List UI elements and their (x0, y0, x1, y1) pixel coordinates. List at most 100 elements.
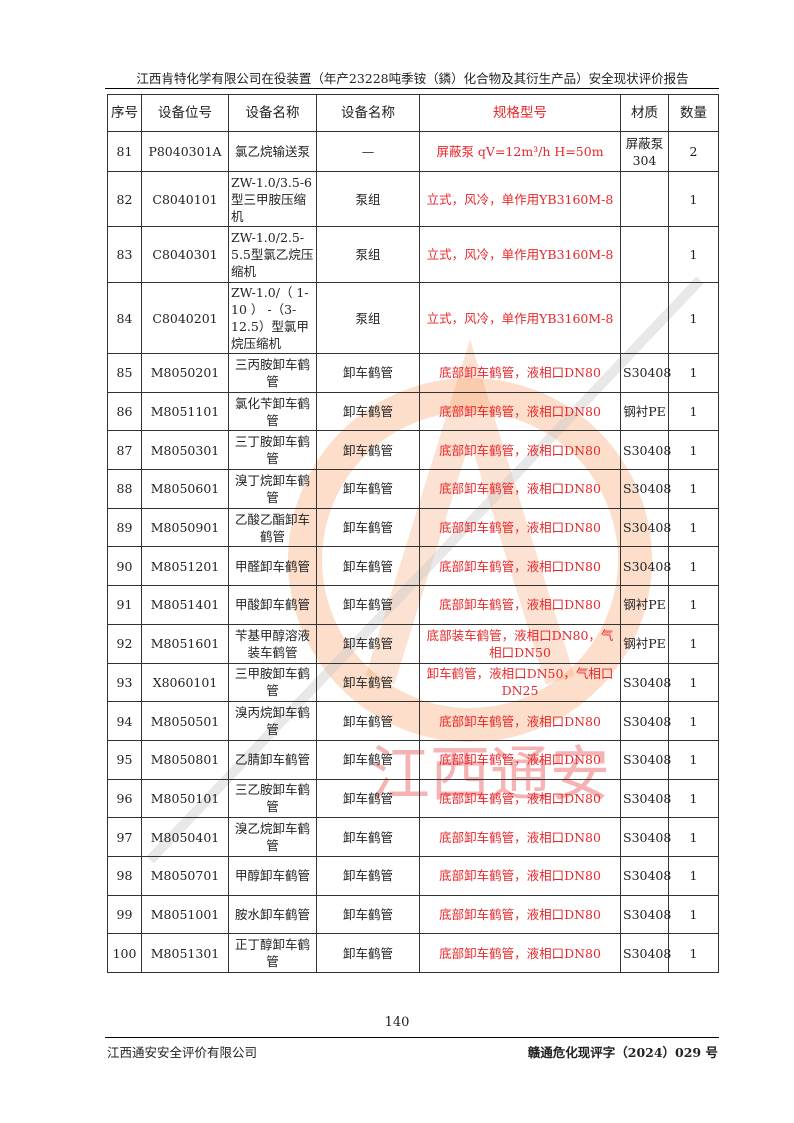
cell-type: 泵组 (316, 226, 420, 283)
cell-material: S30408 (620, 933, 671, 973)
cell-type: 卸车鹤管 (316, 739, 420, 780)
cell-tag: C8040301 (141, 226, 229, 283)
cell-type: 卸车鹤管 (316, 546, 420, 587)
cell-qty: 1 (668, 933, 719, 973)
table-row: 82 C8040101 ZW-1.0/3.5-6型三甲胺压缩机 泵组 立式，风冷，单作用… (107, 171, 719, 227)
cell-no: 89 (107, 507, 142, 548)
cell-name: 氯乙烷输送泵 (228, 131, 317, 172)
cell-tag: M8051401 (141, 585, 229, 625)
cell-spec: 底部卸车鹤管，液相口DN80 (419, 701, 621, 741)
table-row: 86 M8051101 氯化苄卸车鹤管 卸车鹤管 底部卸车鹤管，液相口DN80 钢衬PE 1 (107, 391, 719, 432)
equipment-table: 序号 设备位号 设备名称 设备名称 规格型号 材质 数量 81 P8040301A 氯乙烷输送泵… (107, 94, 719, 973)
cell-name: 三乙胺卸车鹤管 (228, 778, 317, 819)
cell-no: 87 (107, 430, 142, 471)
cell-spec: 底部卸车鹤管，液相口DN80 (419, 585, 621, 625)
cell-no: 93 (107, 662, 142, 703)
cell-tag: M8050801 (141, 739, 229, 780)
cell-spec: 底部卸车鹤管，液相口DN80 (419, 546, 621, 587)
cell-name: ZW-1.0/2.5-5.5型氯乙烷压缩机 (228, 226, 317, 283)
cell-tag: M8050701 (141, 855, 229, 896)
cell-no: 83 (107, 226, 142, 283)
cell-qty: 1 (668, 353, 719, 393)
cell-type: 卸车鹤管 (316, 817, 420, 857)
cell-qty: 1 (668, 855, 719, 896)
page-number: 140 (384, 1015, 410, 1030)
cell-spec: 底部装车鹤管，液相口DN80，气相口DN50 (419, 623, 621, 664)
cell-name: 甲酸卸车鹤管 (228, 585, 317, 625)
cell-tag: M8051201 (141, 546, 229, 587)
column-header: 序号 (107, 94, 142, 132)
cell-qty: 1 (668, 894, 719, 935)
column-header: 设备位号 (141, 94, 229, 132)
column-header: 规格型号 (419, 94, 621, 132)
cell-name: 溴丁烷卸车鹤管 (228, 469, 317, 509)
column-header: 材质 (620, 94, 669, 132)
cell-name: ZW-1.0/3.5-6型三甲胺压缩机 (228, 171, 317, 227)
cell-tag: M8050201 (141, 353, 229, 393)
cell-spec: 立式，风冷，单作用YB3160M-8 (419, 171, 621, 227)
cell-name: 乙酸乙酯卸车鹤管 (228, 507, 317, 548)
cell-material: 屏蔽泵304 (620, 131, 669, 172)
cell-tag: M8051601 (141, 623, 229, 664)
cell-spec: 底部卸车鹤管，液相口DN80 (419, 778, 621, 819)
cell-no: 98 (107, 855, 142, 896)
cell-type: 卸车鹤管 (316, 855, 420, 896)
cell-spec: 立式，风冷，单作用YB3160M-8 (419, 282, 621, 354)
cell-no: 96 (107, 778, 142, 819)
cell-material: S30408 (620, 353, 671, 393)
cell-no: 90 (107, 546, 142, 587)
cell-no: 99 (107, 894, 142, 935)
cell-tag: C8040201 (141, 282, 229, 354)
cell-tag: M8050401 (141, 817, 229, 857)
cell-type: 卸车鹤管 (316, 662, 420, 703)
cell-type: 卸车鹤管 (316, 933, 420, 973)
cell-type: 泵组 (316, 282, 420, 354)
cell-no: 82 (107, 171, 142, 227)
cell-material: S30408 (620, 894, 671, 935)
cell-tag: M8050601 (141, 469, 229, 509)
footer-company: 江西通安安全评价有限公司 (107, 1045, 258, 1060)
cell-spec: 底部卸车鹤管，液相口DN80 (419, 817, 621, 857)
cell-qty: 1 (668, 469, 719, 509)
cell-no: 95 (107, 739, 142, 780)
table-row: 96 M8050101 三乙胺卸车鹤管 卸车鹤管 底部卸车鹤管，液相口DN80 S3040… (107, 778, 719, 819)
cell-name: 甲醇卸车鹤管 (228, 855, 317, 896)
cell-material: S30408 (620, 546, 671, 587)
cell-material: S30408 (620, 778, 671, 819)
cell-no: 85 (107, 353, 142, 393)
cell-type: 泵组 (316, 171, 420, 227)
cell-type: — (316, 131, 420, 172)
cell-no: 88 (107, 469, 142, 509)
header-divider (105, 88, 719, 89)
table-row: 98 M8050701 甲醇卸车鹤管 卸车鹤管 底部卸车鹤管，液相口DN80 S30408… (107, 855, 719, 896)
cell-qty: 1 (668, 171, 719, 227)
cell-qty: 1 (668, 226, 719, 283)
cell-material: 钢衬PE (620, 391, 669, 432)
cell-qty: 1 (668, 701, 719, 741)
cell-no: 97 (107, 817, 142, 857)
cell-material: S30408 (620, 701, 671, 741)
cell-type: 卸车鹤管 (316, 391, 420, 432)
cell-no: 86 (107, 391, 142, 432)
cell-type: 卸车鹤管 (316, 353, 420, 393)
table-row: 88 M8050601 溴丁烷卸车鹤管 卸车鹤管 底部卸车鹤管，液相口DN80 S3040… (107, 469, 719, 509)
cell-qty: 1 (668, 282, 719, 354)
cell-tag: M8050301 (141, 430, 229, 471)
column-header: 设备名称 (316, 94, 420, 132)
cell-spec: 底部卸车鹤管，液相口DN80 (419, 430, 621, 471)
table-row: 89 M8050901 乙酸乙酯卸车鹤管 卸车鹤管 底部卸车鹤管，液相口DN80 S304… (107, 507, 719, 548)
footer-divider (105, 1037, 719, 1038)
cell-material: S30408 (620, 662, 671, 703)
cell-tag: M8050501 (141, 701, 229, 741)
table-row: 93 X8060101 三甲胺卸车鹤管 卸车鹤管 卸车鹤管，液相口DN50，气相口DN2… (107, 662, 719, 703)
cell-material (620, 171, 669, 227)
cell-qty: 2 (668, 131, 719, 172)
table-row: 95 M8050801 乙腈卸车鹤管 卸车鹤管 底部卸车鹤管，液相口DN80 S30408… (107, 739, 719, 780)
cell-material: 钢衬PE (620, 585, 669, 625)
cell-type: 卸车鹤管 (316, 430, 420, 471)
cell-no: 94 (107, 701, 142, 741)
cell-name: 氯化苄卸车鹤管 (228, 391, 317, 432)
cell-name: 三甲胺卸车鹤管 (228, 662, 317, 703)
cell-name: 甲醛卸车鹤管 (228, 546, 317, 587)
cell-material (620, 226, 669, 283)
